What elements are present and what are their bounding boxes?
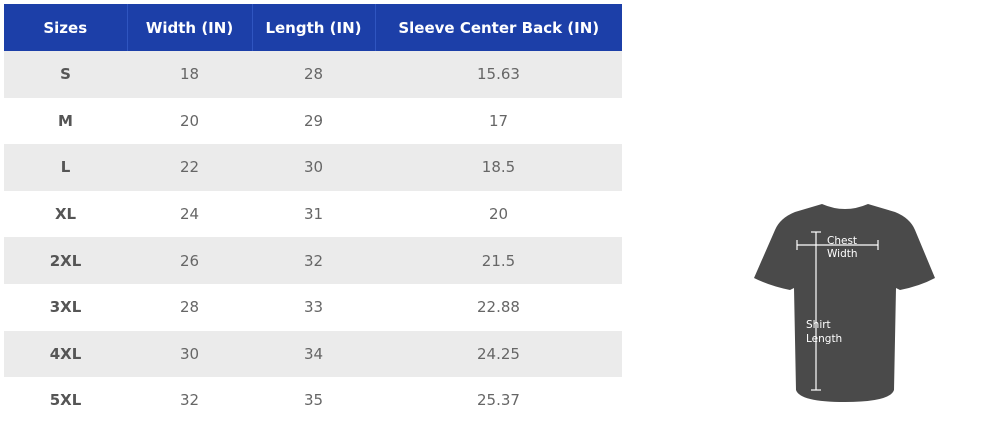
table-cell: 32 (252, 237, 375, 284)
size-table: Sizes Width (IN) Length (IN) Sleeve Center … (4, 4, 622, 424)
tshirt-diagram: Chest Width Shirt Length (754, 204, 935, 402)
table-cell: 26 (127, 237, 252, 284)
table-cell: 2XL (4, 237, 127, 284)
table-row: S 18 28 15.63 (4, 51, 622, 98)
table-cell: 18.5 (375, 144, 622, 191)
table-cell: 30 (127, 330, 252, 378)
table-cell: S (4, 51, 127, 98)
chest-label: Width (827, 248, 858, 260)
table-body: S 18 28 15.63 M 20 29 17 L 22 30 18.5 XL 24 31 20 2XL 26 3… (4, 51, 622, 424)
table-cell: 33 (303, 298, 324, 317)
table-cell: 3XL (49, 298, 82, 317)
header-cell: Width (IN) (126, 4, 252, 51)
table-row: 2XL 26 32 21.5 (4, 237, 622, 284)
table-row: 3XL 28 33 22.88 (4, 284, 622, 331)
table-cell: 17 (488, 111, 509, 130)
table-cell: 28 (252, 51, 375, 98)
length-label: Shirt (806, 319, 831, 331)
table-row: 5XL 32 35 25.37 (4, 377, 622, 424)
table-cell: 22 (127, 144, 252, 191)
table-cell: 18 (127, 51, 252, 98)
table-cell: 31 (303, 205, 324, 224)
table-cell: M (58, 111, 73, 130)
table-cell: 32 (179, 391, 200, 410)
table-cell: 24.25 (375, 330, 622, 378)
table-row: L 22 30 18.5 (4, 144, 622, 191)
header-cell: Length (IN) (251, 4, 375, 51)
table-cell: 5XL (49, 391, 82, 410)
table-row: M 20 29 17 (4, 98, 622, 145)
table-cell: 20 (488, 205, 509, 224)
tshirt (754, 204, 935, 402)
header-row: Sizes Width (IN) Length (IN) Sleeve Center … (4, 4, 622, 51)
table-cell: 15.63 (375, 51, 622, 98)
chest-label: Chest (827, 235, 857, 247)
measure-lines (796, 231, 879, 391)
table-cell: L (4, 144, 127, 191)
table-row: 4XL 30 34 24.25 (4, 330, 622, 378)
table-cell: 34 (252, 330, 375, 378)
header-cell: Sleeve Center Back (IN) (374, 4, 622, 51)
length-label: Length (806, 333, 842, 345)
table-cell: 22.88 (477, 298, 520, 317)
table-cell: 30 (252, 144, 375, 191)
header-cell: Sizes (4, 4, 127, 51)
table-cell: 20 (179, 111, 200, 130)
table-cell: 4XL (4, 330, 127, 378)
table-cell: 21.5 (375, 237, 622, 284)
table-cell: XL (54, 205, 77, 224)
table-cell: 25.37 (477, 391, 520, 410)
table-cell: 24 (179, 205, 200, 224)
table-cell: 28 (179, 298, 200, 317)
table-cell: 35 (303, 391, 324, 410)
table-cell: 29 (303, 111, 324, 130)
table-row: XL 24 31 20 (4, 191, 622, 238)
